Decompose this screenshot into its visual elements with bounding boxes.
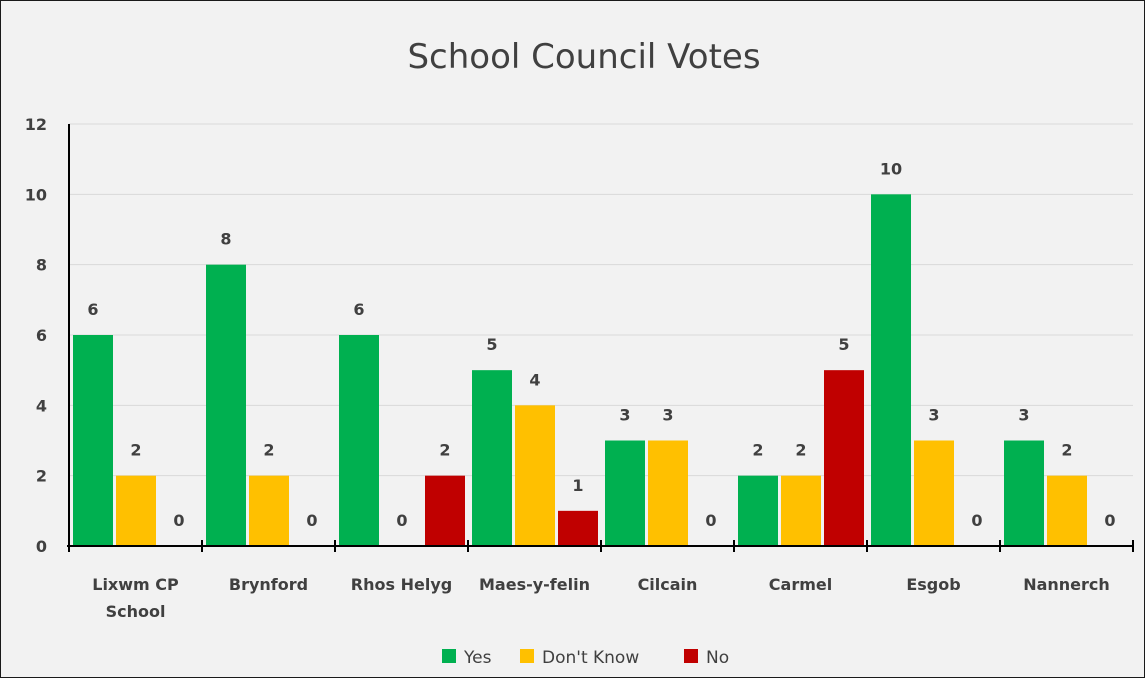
data-label: 0 — [1104, 511, 1115, 530]
data-label: 0 — [971, 511, 982, 530]
bar — [871, 194, 911, 547]
data-label: 6 — [87, 300, 98, 319]
bar — [824, 370, 864, 546]
y-tick-label: 0 — [36, 537, 47, 556]
data-label: 2 — [439, 441, 450, 460]
x-category-label: Carmel — [769, 575, 832, 594]
x-category-label: Esgob — [906, 575, 960, 594]
data-label: 2 — [1061, 441, 1072, 460]
x-category-label: Lixwm CP School — [92, 575, 179, 621]
legend: Yes Don't Know No — [442, 648, 729, 668]
x-category-label: Rhos Helyg — [351, 575, 452, 594]
data-label: 2 — [130, 441, 141, 460]
bar — [515, 405, 555, 546]
bar — [339, 335, 379, 546]
legend-label: No — [706, 648, 729, 668]
data-label: 2 — [752, 441, 763, 460]
bar — [472, 370, 512, 546]
bar — [206, 264, 246, 546]
data-label: 5 — [486, 335, 497, 354]
x-category-label: Maes-y-felin — [479, 575, 590, 594]
legend-swatch — [520, 649, 534, 663]
legend-swatch — [684, 649, 698, 663]
bar — [73, 335, 113, 546]
data-label: 0 — [173, 511, 184, 530]
data-label: 1 — [572, 476, 583, 495]
bar — [249, 475, 289, 546]
legend-swatch — [442, 649, 456, 663]
data-label: 3 — [928, 406, 939, 425]
y-tick-label: 8 — [36, 256, 47, 275]
data-label: 2 — [795, 441, 806, 460]
data-label: 4 — [529, 370, 540, 389]
data-label: 8 — [220, 230, 231, 249]
data-label: 3 — [619, 406, 630, 425]
bar — [425, 475, 465, 546]
y-tick-label: 10 — [25, 185, 47, 204]
data-label: 2 — [263, 441, 274, 460]
data-labels: 6 2 0 8 2 0 6 0 2 5 4 1 3 3 0 2 2 5 10 3 0 3 2 0 — [87, 159, 1115, 530]
bar — [648, 440, 688, 546]
x-category-label: Cilcain — [638, 575, 698, 594]
y-tick-label: 2 — [36, 467, 47, 486]
x-axis — [67, 124, 1134, 552]
data-label: 0 — [306, 511, 317, 530]
x-category-label: Nannerch — [1023, 575, 1110, 594]
bar — [116, 475, 156, 546]
x-category-label: Brynford — [229, 575, 308, 594]
bar — [781, 475, 821, 546]
x-axis-categories: Lixwm CP School Brynford Rhos Helyg Maes-y-f… — [92, 575, 1110, 621]
bar — [1047, 475, 1087, 546]
legend-label: Yes — [463, 648, 492, 668]
bar — [558, 510, 598, 546]
y-tick-label: 4 — [36, 396, 47, 415]
y-tick-label: 12 — [25, 115, 47, 134]
data-label: 3 — [662, 406, 673, 425]
data-label: 5 — [838, 335, 849, 354]
bar — [605, 440, 645, 546]
data-label: 10 — [880, 159, 902, 178]
legend-label: Don't Know — [542, 648, 639, 668]
data-label: 3 — [1018, 406, 1029, 425]
chart-title: School Council Votes — [407, 37, 760, 77]
bars — [73, 194, 1087, 547]
y-axis-ticks: 0 2 4 6 8 10 12 — [25, 115, 47, 556]
gridlines — [69, 123, 1133, 477]
data-label: 0 — [396, 511, 407, 530]
y-tick-label: 6 — [36, 326, 47, 345]
bar — [738, 475, 778, 546]
bar — [1004, 440, 1044, 546]
bar — [914, 440, 954, 546]
data-label: 0 — [705, 511, 716, 530]
data-label: 6 — [353, 300, 364, 319]
